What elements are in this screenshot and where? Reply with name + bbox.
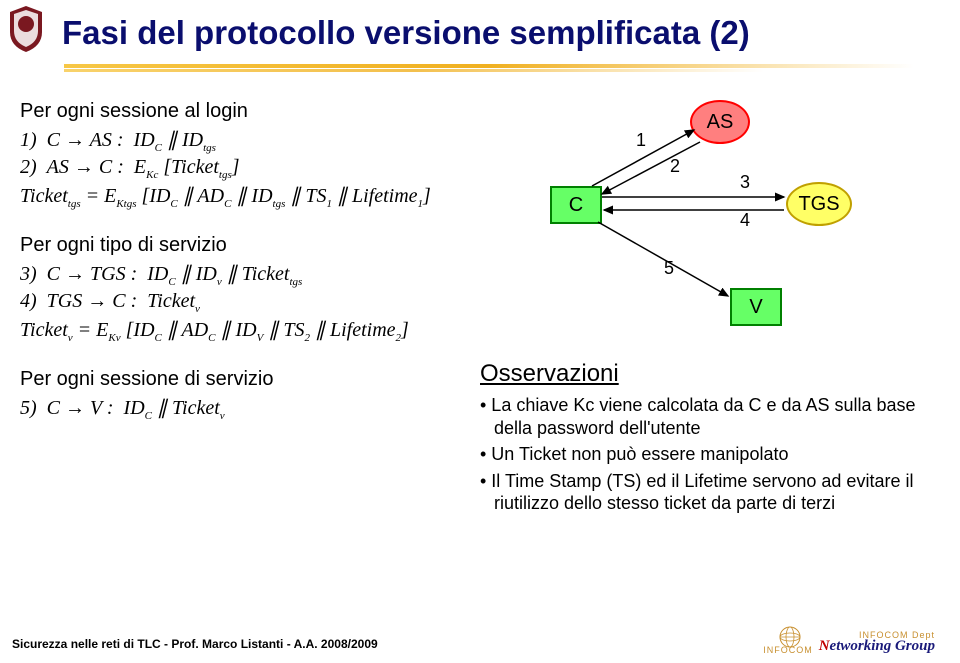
eq-5: 5) C → V : IDC ∥ Ticketv bbox=[20, 395, 500, 422]
diagram-arrows bbox=[550, 100, 850, 330]
osservazioni-title: Osservazioni bbox=[480, 360, 950, 388]
eq-3: 3) C → TGS : IDC ∥ IDv ∥ Tickettgs bbox=[20, 261, 500, 288]
eq-ticket-v: Ticketv = EKv [IDC ∥ ADC ∥ IDV ∥ TS2 ∥ L… bbox=[20, 317, 500, 344]
section-login: Per ogni sessione al login bbox=[20, 100, 500, 123]
section-sessione: Per ogni sessione di servizio bbox=[20, 368, 500, 391]
networking-rest: etworking Group bbox=[830, 638, 935, 654]
equations-column: Per ogni sessione al login 1) C → AS : I… bbox=[20, 100, 500, 424]
arrow-label-4: 4 bbox=[740, 210, 750, 231]
page-title: Fasi del protocollo versione semplificat… bbox=[62, 14, 750, 52]
networking-group: Networking Group bbox=[819, 638, 935, 655]
eq-2: 2) AS → C : EKc [Tickettgs] bbox=[20, 156, 500, 181]
section-tipo: Per ogni tipo di servizio bbox=[20, 234, 500, 257]
arrow-label-5: 5 bbox=[664, 258, 674, 279]
footer-right: INFOCOM INFOCOM Dept Networking Group bbox=[763, 625, 935, 655]
osservazioni-list: • La chiave Kc viene calcolata da C e da… bbox=[480, 394, 950, 515]
eq-ticket-tgs: Tickettgs = EKtgs [IDC ∥ ADC ∥ IDtgs ∥ T… bbox=[20, 183, 500, 210]
bullet-2: • Un Ticket non può essere manipolato bbox=[480, 443, 950, 466]
infocom-logo-label: INFOCOM bbox=[763, 645, 813, 655]
arrow-label-2: 2 bbox=[670, 156, 680, 177]
networking-n: N bbox=[819, 638, 830, 654]
seal-logo bbox=[6, 4, 46, 54]
footer-left: Sicurezza nelle reti di TLC - Prof. Marc… bbox=[12, 637, 378, 651]
right-column: AS C TGS V bbox=[520, 100, 950, 519]
arrow-label-1: 1 bbox=[636, 130, 646, 151]
bullet-3: • Il Time Stamp (TS) ed il Lifetime serv… bbox=[480, 470, 950, 515]
eq-4: 4) TGS → C : Ticketv bbox=[20, 290, 500, 315]
eq-1: 1) C → AS : IDC ∥ IDtgs bbox=[20, 127, 500, 154]
bullet-1: • La chiave Kc viene calcolata da C e da… bbox=[480, 394, 950, 439]
title-underline bbox=[64, 62, 914, 76]
protocol-diagram: AS C TGS V bbox=[550, 100, 850, 330]
arrow-label-3: 3 bbox=[740, 172, 750, 193]
